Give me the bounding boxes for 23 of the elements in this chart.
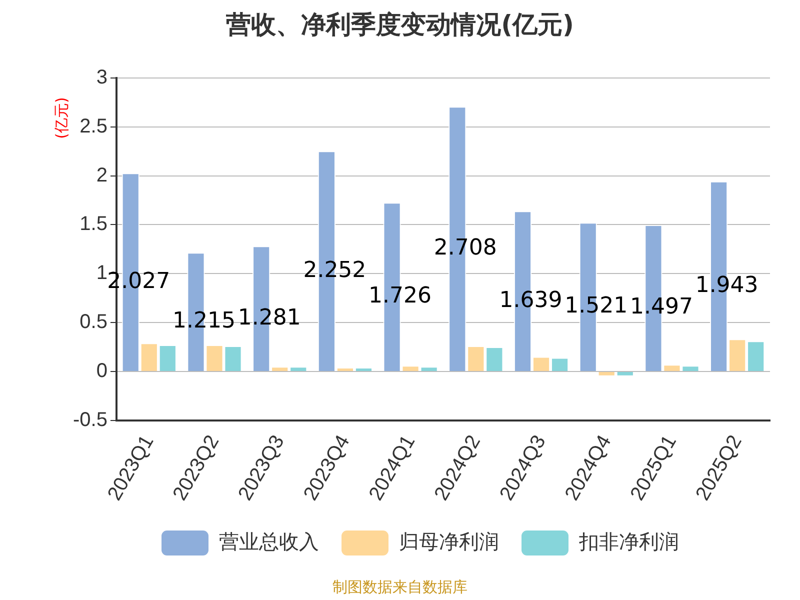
y-axis-title: (亿元) xyxy=(52,97,72,139)
data-label: 1.281 xyxy=(238,305,301,330)
y-tick-label: 1.5 xyxy=(80,213,108,236)
chart-title: 营收、净利季度变动情况(亿元) xyxy=(225,9,575,41)
y-tick-label: 2.5 xyxy=(80,115,108,138)
y-tick-label: 3 xyxy=(96,66,108,89)
text: 制图数据来自数据库 xyxy=(332,578,468,597)
data-label: 2.252 xyxy=(303,258,366,283)
y-tick-label: 2 xyxy=(96,164,108,186)
data-label: 1.726 xyxy=(368,284,432,309)
legend-label: 扣非净利润 xyxy=(578,532,679,554)
legend-label: 归母净利润 xyxy=(399,532,499,554)
data-label: 1.521 xyxy=(564,294,628,319)
y-tick-label: 1 xyxy=(96,262,108,284)
y-tick-label: -0.5 xyxy=(72,408,108,431)
y-tick-label: 0.5 xyxy=(80,311,108,334)
data-label: 1.215 xyxy=(172,308,236,334)
y-tick-label: 0 xyxy=(96,360,108,382)
data-label: 1.943 xyxy=(695,272,758,298)
legend-label: 营业总收入 xyxy=(219,532,319,554)
data-label: 2.708 xyxy=(434,235,497,260)
data-label: 1.497 xyxy=(630,294,693,320)
data-label: 1.639 xyxy=(499,288,562,313)
